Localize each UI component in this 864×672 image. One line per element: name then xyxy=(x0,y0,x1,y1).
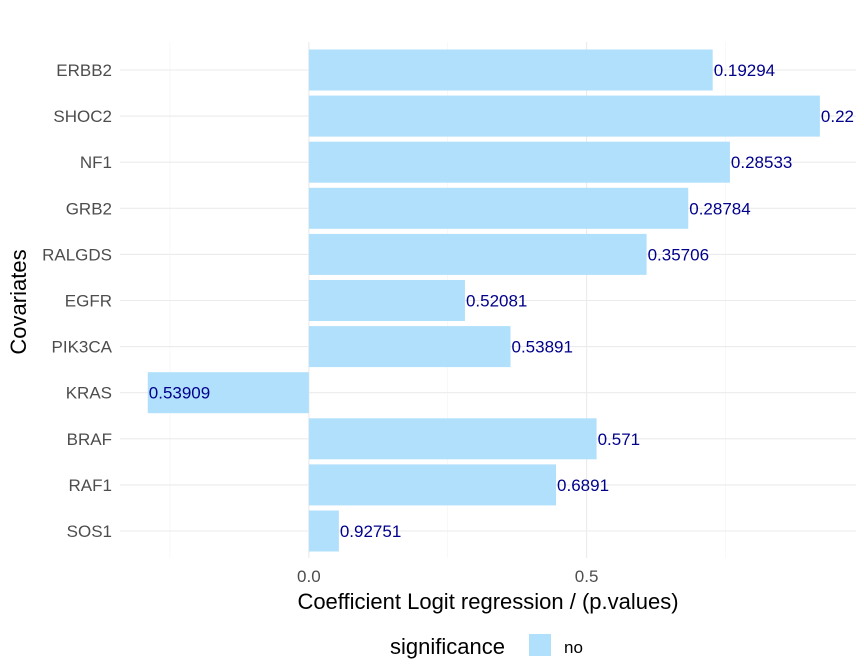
bar-shoc2 xyxy=(308,95,820,137)
legend-title: significance xyxy=(390,634,505,659)
bar-grb2 xyxy=(308,187,689,229)
data-label-raf1: 0.6891 xyxy=(557,476,609,495)
bar-kras xyxy=(147,372,309,414)
y-tick-label-ralgds: RALGDS xyxy=(42,245,112,264)
bar-ralgds xyxy=(308,233,647,275)
legend-label-no: no xyxy=(564,638,583,657)
bar-erbb2 xyxy=(308,49,713,91)
y-axis-title: Covariates xyxy=(6,249,31,354)
bar-braf xyxy=(308,418,597,460)
legend-key-no xyxy=(529,634,551,656)
y-axis-tick-labels: ERBB2 SHOC2 NF1 GRB2 RALGDS EGFR PIK3CA KRAS BRA… xyxy=(42,61,113,541)
bars xyxy=(147,49,820,552)
x-tick-label: 0.5 xyxy=(575,567,599,586)
data-label-kras: 0.53909 xyxy=(149,384,210,403)
bar-sos1 xyxy=(308,510,339,552)
bar-egfr xyxy=(308,280,465,321)
y-tick-label-braf: BRAF xyxy=(67,430,112,449)
y-tick-label-pik3ca: PIK3CA xyxy=(52,338,113,357)
bar-nf1 xyxy=(308,141,730,183)
y-tick-label-erbb2: ERBB2 xyxy=(56,61,112,80)
y-tick-label-raf1: RAF1 xyxy=(69,476,112,495)
data-label-grb2: 0.28784 xyxy=(689,199,750,218)
data-label-sos1: 0.92751 xyxy=(340,522,401,541)
data-label-egfr: 0.52081 xyxy=(466,292,527,311)
y-tick-label-grb2: GRB2 xyxy=(66,199,112,218)
y-tick-label-kras: KRAS xyxy=(66,384,112,403)
x-axis-tick-labels: 0.0 0.5 xyxy=(297,567,598,586)
y-tick-label-egfr: EGFR xyxy=(65,292,112,311)
y-tick-label-nf1: NF1 xyxy=(80,153,112,172)
data-label-pik3ca: 0.53891 xyxy=(511,338,572,357)
data-labels: 0.19294 0.22 0.28533 0.28784 0.35706 0.52081 0… xyxy=(149,61,854,541)
bar-pik3ca xyxy=(308,326,511,368)
x-axis-title: Coefficient Logit regression / (p.values… xyxy=(297,589,678,614)
bar-raf1 xyxy=(308,464,557,506)
data-label-ralgds: 0.35706 xyxy=(648,245,709,264)
data-label-shoc2: 0.22 xyxy=(821,107,854,126)
y-tick-label-shoc2: SHOC2 xyxy=(53,107,112,126)
y-tick-label-sos1: SOS1 xyxy=(67,522,112,541)
x-tick-label: 0.0 xyxy=(297,567,321,586)
data-label-erbb2: 0.19294 xyxy=(714,61,775,80)
data-label-nf1: 0.28533 xyxy=(731,153,792,172)
data-label-braf: 0.571 xyxy=(598,430,641,449)
legend: significance no xyxy=(390,634,583,659)
